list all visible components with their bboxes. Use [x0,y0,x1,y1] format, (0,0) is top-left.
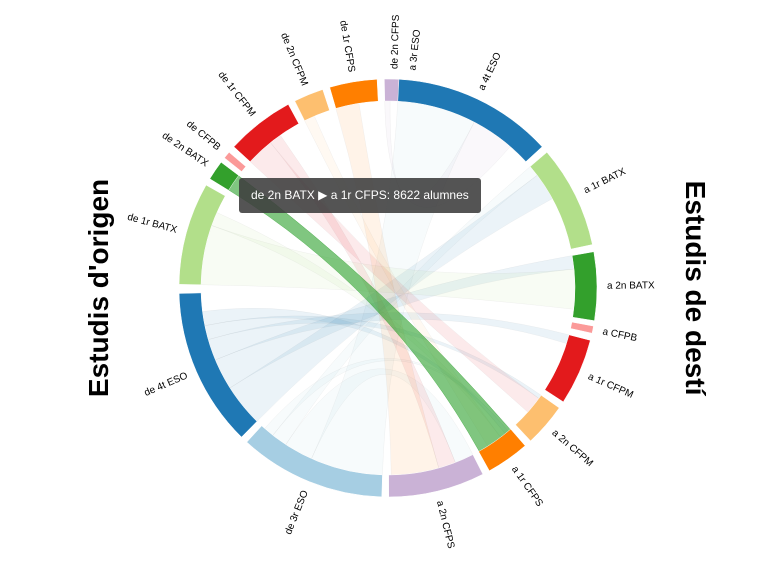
destination-label: a 4t ESO [477,51,504,93]
destination-arc-a-1r-cfps[interactable] [478,428,526,472]
destination-label: a 1r CFPM [586,371,635,401]
origin-arc-de-1r-batx[interactable] [178,184,226,285]
destination-label: a 2n BATX [607,280,655,291]
destination-title: Estudis de destí [680,181,711,397]
origin-label: de 2n CFPM [278,31,310,87]
origin-arc-de-cfpb[interactable] [224,151,247,172]
origin-label: de 2n CFPS [389,14,402,69]
destination-arc-a-1r-batx[interactable] [529,151,593,250]
origin-label: de 4t ESO [143,370,190,399]
origin-arc-de-1r-cfpm[interactable] [233,103,300,163]
origin-label: de 3r ESO [283,489,311,537]
destination-arc-a-2n-cfpm[interactable] [515,394,560,442]
destination-label: a 3r ESO [407,29,423,71]
destination-arc-a-2n-batx[interactable] [571,251,598,321]
destination-label: a 1r BATX [582,166,628,196]
origin-label: de 1r CFPS [337,20,357,74]
destination-label: a 2n CFPM [550,428,595,469]
origin-arc-de-3r-eso[interactable] [246,425,383,498]
origin-arc-de-2n-batx[interactable] [209,161,240,191]
arc-layer [178,78,598,498]
destination-arc-a-4t-eso[interactable] [397,79,543,163]
destination-arc-a-cfpb[interactable] [570,321,594,334]
ribbon-layer [200,100,576,476]
destination-arc-a-2n-cfps[interactable] [388,454,484,498]
chord-tooltip: de 2n BATX ▶ a 1r CFPS: 8622 alumnes [239,178,481,213]
origin-arc-de-4t-eso[interactable] [178,292,258,438]
destination-arc-a-1r-cfpm[interactable] [544,334,591,403]
destination-label: a CFPB [601,326,638,344]
origin-arc-de-2n-cfpm[interactable] [294,89,330,121]
origin-label: de 1r BATX [126,212,178,236]
origin-title: Estudis d'origen [83,179,114,397]
destination-label: a 1r CFPS [509,464,545,509]
origin-label: de 1r CFPM [216,70,258,119]
origin-arc-de-1r-cfps[interactable] [329,79,379,109]
destination-label: a 2n CFPS [434,500,456,550]
